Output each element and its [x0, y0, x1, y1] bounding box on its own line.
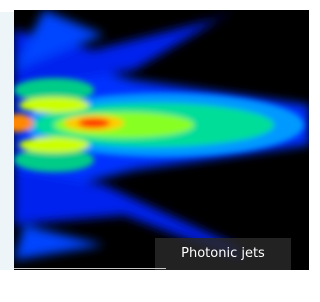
- divider: [14, 268, 166, 269]
- screenshot: Photonic jets: [0, 0, 309, 302]
- field-image: [14, 10, 309, 270]
- caption: Photonic jets: [155, 238, 291, 270]
